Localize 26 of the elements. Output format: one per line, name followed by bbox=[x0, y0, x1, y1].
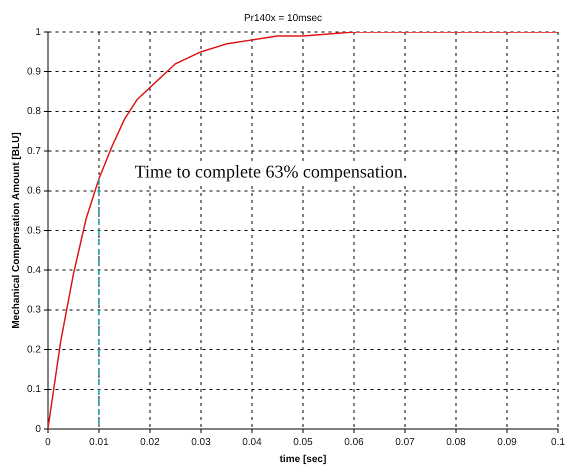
y-tick-label: 0.4 bbox=[26, 264, 42, 276]
annotation: Time to complete 63% compensation. bbox=[134, 162, 408, 182]
x-tick-label: 0.02 bbox=[140, 436, 160, 448]
y-tick-label: 0.6 bbox=[26, 186, 42, 197]
y-tick-label: 0.3 bbox=[26, 304, 42, 316]
x-tick-label: 0.05 bbox=[293, 436, 314, 448]
y-tick-label: 0.1 bbox=[26, 384, 42, 396]
x-tick-label: 0.08 bbox=[446, 436, 466, 448]
y-axis-title: Mechanical Compensation Amount [BLU] bbox=[10, 132, 22, 329]
y-tick-label: 0 bbox=[35, 424, 42, 435]
x-tick-label: 0.06 bbox=[344, 436, 364, 448]
y-tick-label: 0.7 bbox=[26, 146, 42, 157]
x-tick-label: 0.04 bbox=[242, 436, 262, 448]
x-tick-label: 0 bbox=[45, 436, 52, 448]
x-tick-label: 0.01 bbox=[89, 436, 110, 448]
y-tick-label: 0.8 bbox=[26, 106, 42, 118]
x-axis-title: time [sec] bbox=[280, 454, 326, 465]
y-tick-label: 0.5 bbox=[26, 225, 42, 236]
x-tick-label: 0.09 bbox=[497, 436, 518, 448]
y-tick-label: 1 bbox=[35, 26, 42, 38]
chart-title: Pr140x = 10msec bbox=[244, 12, 322, 24]
x-tick-label: 0.07 bbox=[395, 436, 416, 448]
x-tick-label: 0.03 bbox=[191, 436, 212, 448]
x-tick-label: 0.1 bbox=[551, 436, 566, 448]
y-tick-label: 0.9 bbox=[26, 66, 42, 78]
y-tick-label: 0.2 bbox=[26, 344, 42, 356]
